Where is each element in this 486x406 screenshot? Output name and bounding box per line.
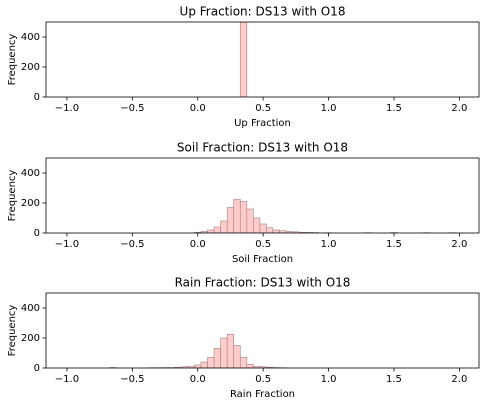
axes-frame [45,292,480,369]
subplot: Rain Fraction: DS13 with O18 −1.0 −0.5 0.0 0… [7,276,480,400]
y-tick-label: 400 [21,32,40,43]
x-tick-label: −0.5 [120,103,144,114]
y-tick-label: 200 [21,62,40,73]
y-tick-label: 200 [21,198,40,209]
y-tick-label: 0 [34,92,40,103]
bar [207,229,215,233]
x-tick-label: 0.5 [255,239,271,250]
bars [194,198,457,233]
x-axis-label: Up Fraction [234,118,291,129]
y-axis-label: Frequency [7,170,18,222]
axes-frame [45,21,480,98]
bar [213,226,221,233]
x-tick-label: 1.5 [386,374,402,385]
x-tick-label: −1.0 [55,103,79,114]
bar [246,363,254,368]
x-tick-label: 2.0 [451,103,467,114]
axes-frame [45,157,480,234]
bar [233,345,241,368]
x-tick-label: 1.0 [321,374,337,385]
y-axis-label: Frequency [7,34,18,86]
bar [259,223,267,233]
bar [207,357,215,368]
bar [239,357,248,368]
x-tick-label: 0.5 [255,103,271,114]
bar [226,207,235,233]
x-tick-label: 1.0 [321,103,337,114]
bar [220,337,228,368]
y-axis-label: Frequency [7,305,18,357]
bar [272,229,280,233]
x-tick-label: 0.0 [190,374,206,385]
subplot: Soil Fraction: DS13 with O18 −1.0 −0.5 0.0 0… [7,141,480,265]
x-tick-label: 1.5 [386,103,402,114]
x-tick-label: −0.5 [120,239,144,250]
x-axis-label: Soil Fraction [232,254,293,265]
x-tick-label: 1.5 [386,239,402,250]
x-axis-label: Rain Fraction [230,389,295,400]
y-tick-label: 200 [21,333,40,344]
bar [253,217,261,233]
bar [246,208,254,233]
y-tick-label: 0 [34,363,40,374]
subplot: Up Fraction: DS13 with O18 −1.0 −0.5 0.0 0.5… [7,5,480,129]
x-tick-label: 1.0 [321,239,337,250]
bar [239,22,248,97]
x-tick-label: −1.0 [55,374,79,385]
subplot-title: Up Fraction: DS13 with O18 [180,5,346,19]
subplot-title: Soil Fraction: DS13 with O18 [177,141,348,155]
y-tick-label: 400 [21,303,40,314]
x-tick-label: 2.0 [451,374,467,385]
bars [109,333,287,368]
subplot-title: Rain Fraction: DS13 with O18 [175,276,351,290]
bar [220,220,228,233]
bar [239,201,248,233]
bar [233,198,241,233]
x-tick-label: 2.0 [451,239,467,250]
x-tick-label: −0.5 [120,374,144,385]
y-tick-label: 400 [21,168,40,179]
bar [266,227,274,233]
bar [213,348,221,368]
bar [226,333,235,368]
bar [200,361,208,368]
x-tick-label: 0.0 [190,239,206,250]
x-tick-label: 0.0 [190,103,206,114]
bars [239,22,248,97]
x-tick-label: −1.0 [55,239,79,250]
y-tick-label: 0 [34,228,40,239]
x-tick-label: 0.5 [255,374,271,385]
bar [194,364,202,368]
